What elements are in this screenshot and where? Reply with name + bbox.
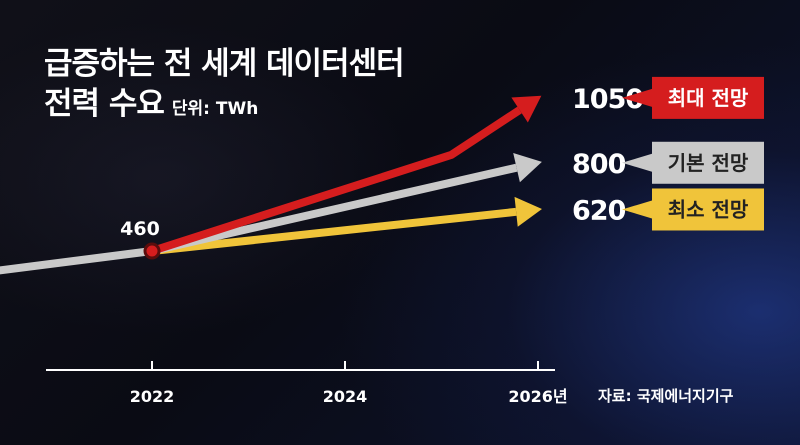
series-line <box>151 163 518 255</box>
series-line <box>150 106 522 255</box>
series-end-value: 800 <box>572 149 626 180</box>
x-tick-label: 2022 <box>130 387 175 406</box>
series-name-label: 최소 전망 <box>668 197 749 221</box>
chart-title-line1: 급증하는 전 세계 데이터센터 <box>44 46 405 82</box>
series-tag-box <box>652 141 764 184</box>
baseline-segment <box>0 247 153 275</box>
series-tag-pointer <box>622 153 652 172</box>
series-arrowhead <box>513 153 542 183</box>
series-arrowhead <box>511 95 542 123</box>
source-label: 자료: 국제에너지기구 <box>598 387 734 405</box>
series-tag-pointer <box>622 200 652 219</box>
series-line <box>151 207 517 255</box>
series-name-label: 기본 전망 <box>668 151 749 175</box>
start-point-marker <box>143 242 161 260</box>
start-value-label: 460 <box>120 218 160 240</box>
series-name-label: 최대 전망 <box>668 86 749 110</box>
x-tick-label: 2026년 <box>508 387 567 406</box>
unit-label: 단위: TWh <box>171 99 259 119</box>
chart-title-line2: 전력 수요 단위: TWh <box>44 78 258 123</box>
series-tag-pointer <box>622 88 652 107</box>
series-tag-box <box>652 76 764 119</box>
series-end-value: 620 <box>572 195 626 226</box>
series-arrowhead <box>514 196 542 227</box>
x-tick-label: 2024 <box>323 387 368 406</box>
series-tag-box <box>652 188 764 231</box>
chart-title-line2-text: 전력 수요 <box>44 86 165 122</box>
